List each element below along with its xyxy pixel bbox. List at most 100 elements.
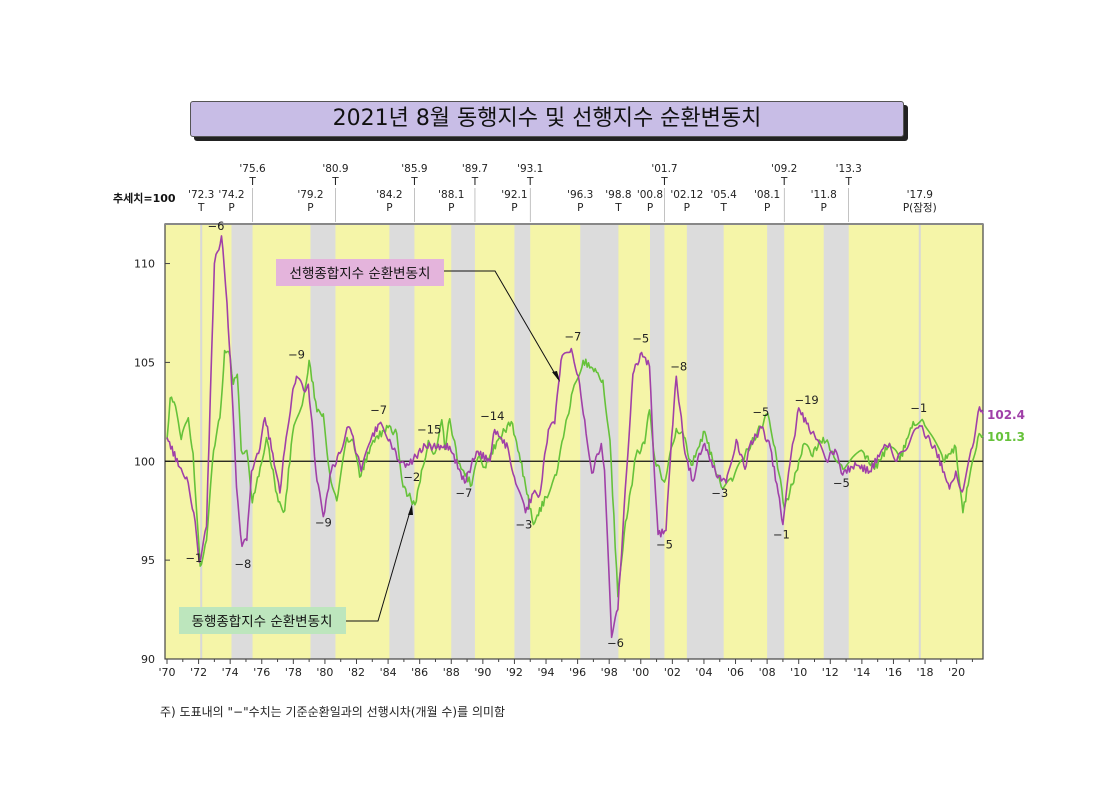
chart-title: 2021년 8월 동행지수 및 선행지수 순환변동치: [190, 101, 904, 137]
cycle-marker-date: '93.1: [517, 163, 543, 175]
coincident-legend-label: 동행종합지수 순환변동치: [192, 614, 333, 630]
y-tick-label: 100: [134, 455, 155, 468]
x-tick-label: '06: [727, 666, 744, 679]
x-tick-label: '88: [443, 666, 460, 679]
cycle-marker-date: '17.9: [907, 189, 933, 201]
lead-time-annotation: −2: [403, 470, 420, 484]
cycle-marker-date: '05.4: [711, 189, 738, 201]
cycle-marker-date: '09.2: [771, 163, 797, 175]
lead-time-annotation: −5: [656, 537, 673, 551]
cycle-marker-type: T: [780, 176, 788, 188]
y-tick-label: 95: [141, 554, 155, 567]
cycle-marker-type: T: [614, 202, 622, 214]
plot-top-border: [165, 223, 983, 225]
cycle-marker-type: T: [331, 176, 339, 188]
cycle-marker-date: '85.9: [401, 163, 427, 175]
arrow-head-icon: [408, 504, 413, 515]
cycle-marker-date: '00.8: [637, 189, 663, 201]
x-tick-label: '72: [190, 666, 207, 679]
cycle-marker-type: T: [844, 176, 852, 188]
x-tick-label: '00: [632, 666, 649, 679]
cycle-marker-type: P(잠정): [903, 202, 937, 214]
cycle-marker-date: '13.3: [836, 163, 862, 175]
cycle-marker-type: P: [307, 202, 313, 214]
x-tick-label: '78: [285, 666, 302, 679]
leading-index-line: [166, 235, 984, 639]
cycle-marker-date: '92.1: [501, 189, 527, 201]
x-tick-label: '98: [601, 666, 618, 679]
x-tick-label: '02: [664, 666, 681, 679]
cycle-marker-date: '79.2: [297, 189, 323, 201]
leading-legend-box: [276, 259, 444, 286]
coincident-last-value: 101.3: [987, 430, 1025, 444]
x-tick-label: '12: [822, 666, 839, 679]
cycle-marker-date: '80.9: [322, 163, 348, 175]
lead-time-annotation: −7: [564, 330, 581, 344]
x-tick-label: '94: [538, 666, 555, 679]
contraction-band: [580, 224, 619, 659]
lead-time-annotation: −1: [185, 551, 202, 565]
contraction-band: [649, 224, 665, 659]
x-tick-label: '08: [759, 666, 776, 679]
cycle-marker-date: '01.7: [651, 163, 677, 175]
x-tick-label: '90: [474, 666, 491, 679]
cycle-marker-type: T: [410, 176, 418, 188]
plot-background: [165, 224, 983, 659]
cycle-marker-type: T: [248, 176, 256, 188]
cycle-marker-type: T: [660, 176, 668, 188]
leading-legend-leader: [444, 270, 559, 380]
cycle-marker-date: '88.1: [438, 189, 464, 201]
lead-time-annotation: −6: [207, 219, 224, 233]
lead-time-annotation: −1: [910, 401, 927, 415]
cycle-marker-type: P: [386, 202, 392, 214]
contraction-band: [686, 224, 724, 659]
lead-time-annotation: −1: [773, 527, 790, 541]
cycle-marker-type: T: [719, 202, 727, 214]
x-tick-label: '70: [158, 666, 175, 679]
lead-time-annotation: −8: [234, 557, 251, 571]
cycle-marker-date: '84.2: [376, 189, 402, 201]
cycle-marker-date: '11.8: [811, 189, 837, 201]
cycle-marker-type: P: [511, 202, 517, 214]
cycle-marker-type: T: [526, 176, 534, 188]
lead-time-annotation: −15: [417, 423, 441, 437]
x-tick-label: '84: [380, 666, 397, 679]
cycle-marker-date: '96.3: [567, 189, 593, 201]
contraction-band: [231, 224, 253, 659]
lead-time-annotation: −8: [670, 359, 687, 373]
leading-legend-label: 선행종합지수 순환변동치: [290, 266, 431, 282]
contraction-band: [514, 224, 531, 659]
cycle-marker-type: P: [764, 202, 770, 214]
x-tick-label: '74: [222, 666, 239, 679]
lead-time-annotation: −5: [752, 405, 769, 419]
coincident-legend-leader: [346, 507, 412, 622]
contraction-band: [451, 224, 475, 659]
x-tick-label: '80: [316, 666, 333, 679]
cycle-marker-type: P: [684, 202, 690, 214]
x-tick-label: '82: [348, 666, 365, 679]
x-tick-label: '16: [885, 666, 902, 679]
lead-time-annotation: −7: [455, 486, 472, 500]
x-tick-label: '20: [948, 666, 965, 679]
lead-time-annotation: −6: [607, 636, 624, 650]
lead-time-annotation: −19: [794, 393, 818, 407]
x-tick-label: '76: [253, 666, 270, 679]
cycle-marker-date: '75.6: [239, 163, 266, 175]
x-tick-label: '18: [917, 666, 934, 679]
lead-time-annotation: −7: [370, 403, 387, 417]
coincident-index-line: [166, 349, 984, 598]
cycle-marker-type: T: [471, 176, 479, 188]
cycle-marker-type: T: [197, 202, 205, 214]
contraction-band: [310, 224, 336, 659]
cycle-marker-date: '72.3: [188, 189, 214, 201]
lead-time-annotation: −3: [515, 518, 532, 532]
coincident-legend-box: [179, 607, 346, 634]
x-tick-label: '96: [569, 666, 586, 679]
lead-time-annotation: −5: [833, 476, 850, 490]
x-tick-label: '10: [790, 666, 807, 679]
cycle-marker-type: P: [228, 202, 234, 214]
cycle-marker-type: P: [647, 202, 653, 214]
contraction-band: [389, 224, 415, 659]
cycle-marker-date: '98.8: [605, 189, 631, 201]
